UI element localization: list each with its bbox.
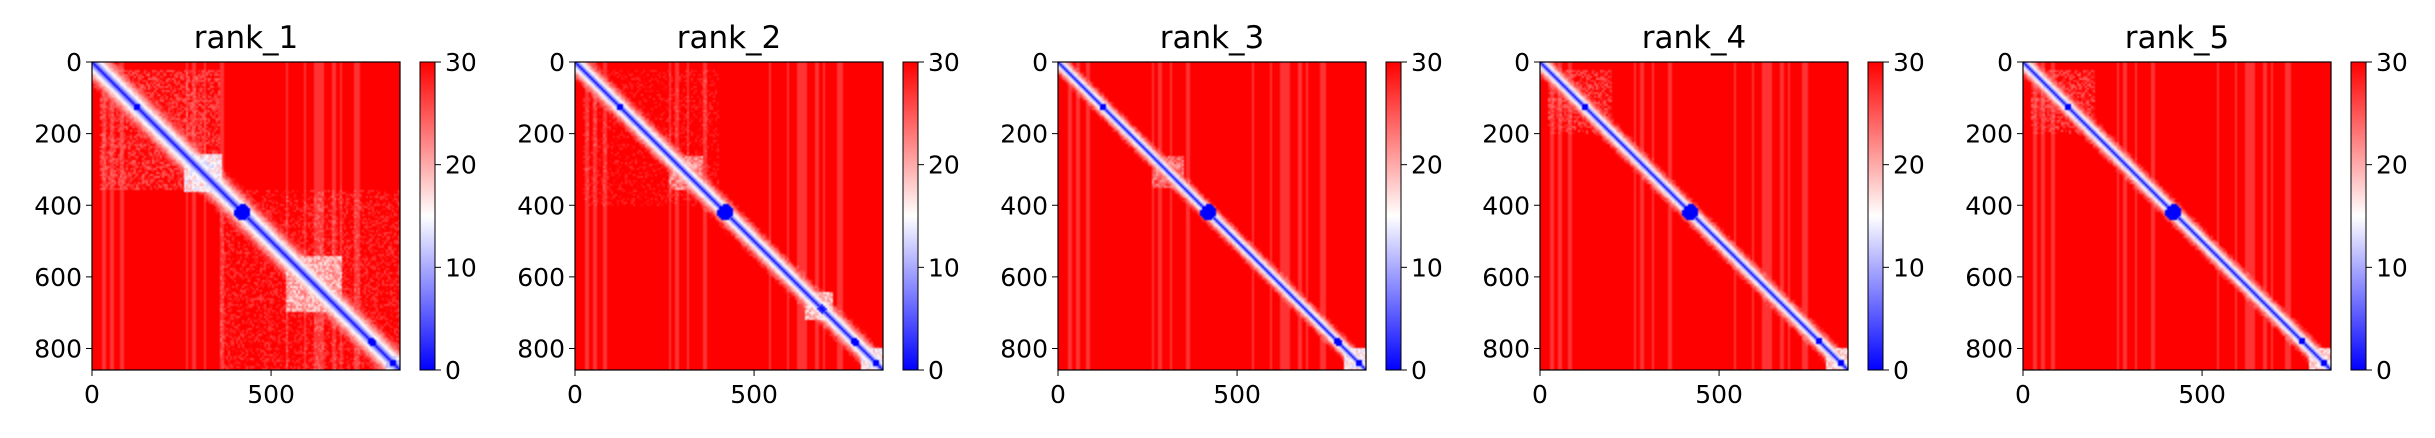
y-tick-label: 200 xyxy=(517,120,565,149)
colorbar-tick-label: 30 xyxy=(1893,48,1925,77)
heatmap-image-5 xyxy=(2023,62,2331,370)
y-tick-label: 400 xyxy=(34,191,82,220)
y-tick-label: 200 xyxy=(34,120,82,149)
y-tick-label: 0 xyxy=(1032,48,1048,77)
colorbar-2 xyxy=(902,61,919,371)
colorbar-tick-label: 10 xyxy=(1411,253,1443,282)
y-tick-label: 600 xyxy=(1000,263,1048,292)
x-tick-label: 500 xyxy=(2178,380,2226,409)
colorbar-tick-label: 20 xyxy=(1893,151,1925,180)
y-tick-label: 400 xyxy=(1482,191,1530,220)
colorbar-tick-label: 10 xyxy=(928,253,960,282)
colorbar-tick-label: 20 xyxy=(1411,151,1443,180)
colorbar-tick-label: 0 xyxy=(1411,356,1427,385)
colorbar-tick-label: 10 xyxy=(2376,253,2408,282)
x-tick-label: 0 xyxy=(567,380,583,409)
y-tick-label: 400 xyxy=(517,191,565,220)
heatmap-image-4 xyxy=(1540,62,1848,370)
colorbar-tick-label: 0 xyxy=(445,356,461,385)
colorbar-tick-label: 30 xyxy=(445,48,477,77)
y-tick-label: 600 xyxy=(1965,263,2013,292)
colorbar-tick-label: 0 xyxy=(928,356,944,385)
plot-frame xyxy=(1057,61,1367,371)
colorbar-tick-label: 10 xyxy=(445,253,477,282)
panel-title: rank_3 xyxy=(1160,20,1265,56)
x-tick-label: 0 xyxy=(1050,380,1066,409)
x-tick-label: 0 xyxy=(84,380,100,409)
colorbar-tick-label: 10 xyxy=(1893,253,1925,282)
plot-frame xyxy=(2022,61,2332,371)
y-tick-label: 800 xyxy=(1965,335,2013,364)
x-tick-label: 0 xyxy=(2015,380,2031,409)
y-tick-label: 600 xyxy=(1482,263,1530,292)
y-tick-label: 0 xyxy=(549,48,565,77)
y-tick-label: 600 xyxy=(34,263,82,292)
y-tick-label: 0 xyxy=(1514,48,1530,77)
heatmap-image-2 xyxy=(575,62,883,370)
y-tick-label: 800 xyxy=(1000,335,1048,364)
plot-frame xyxy=(574,61,884,371)
panel-title: rank_2 xyxy=(677,20,782,56)
heatmap-image-3 xyxy=(1058,62,1366,370)
y-tick-label: 800 xyxy=(517,335,565,364)
y-tick-label: 400 xyxy=(1000,191,1048,220)
x-tick-label: 500 xyxy=(1213,380,1261,409)
y-tick-label: 200 xyxy=(1965,120,2013,149)
panel-title: rank_5 xyxy=(2125,20,2230,56)
plot-frame xyxy=(1539,61,1849,371)
colorbar-1 xyxy=(419,61,436,371)
y-tick-label: 0 xyxy=(1997,48,2013,77)
colorbar-tick-label: 30 xyxy=(2376,48,2408,77)
colorbar-tick-label: 30 xyxy=(1411,48,1443,77)
x-tick-label: 500 xyxy=(730,380,778,409)
plot-frame xyxy=(91,61,401,371)
colorbar-tick-label: 20 xyxy=(445,151,477,180)
y-tick-label: 800 xyxy=(34,335,82,364)
colorbar-tick-label: 0 xyxy=(1893,356,1909,385)
colorbar-tick-label: 20 xyxy=(2376,151,2408,180)
y-tick-label: 200 xyxy=(1482,120,1530,149)
colorbar-5 xyxy=(2350,61,2367,371)
y-tick-label: 800 xyxy=(1482,335,1530,364)
colorbar-tick-label: 0 xyxy=(2376,356,2392,385)
x-tick-label: 500 xyxy=(1695,380,1743,409)
x-tick-label: 0 xyxy=(1532,380,1548,409)
y-tick-label: 200 xyxy=(1000,120,1048,149)
panel-title: rank_4 xyxy=(1642,20,1747,56)
colorbar-4 xyxy=(1867,61,1884,371)
colorbar-tick-label: 30 xyxy=(928,48,960,77)
colorbar-3 xyxy=(1385,61,1402,371)
x-tick-label: 500 xyxy=(247,380,295,409)
colorbar-tick-label: 20 xyxy=(928,151,960,180)
y-tick-label: 0 xyxy=(66,48,82,77)
y-tick-label: 600 xyxy=(517,263,565,292)
heatmap-image-1 xyxy=(92,62,400,370)
y-tick-label: 400 xyxy=(1965,191,2013,220)
panel-title: rank_1 xyxy=(194,20,299,56)
